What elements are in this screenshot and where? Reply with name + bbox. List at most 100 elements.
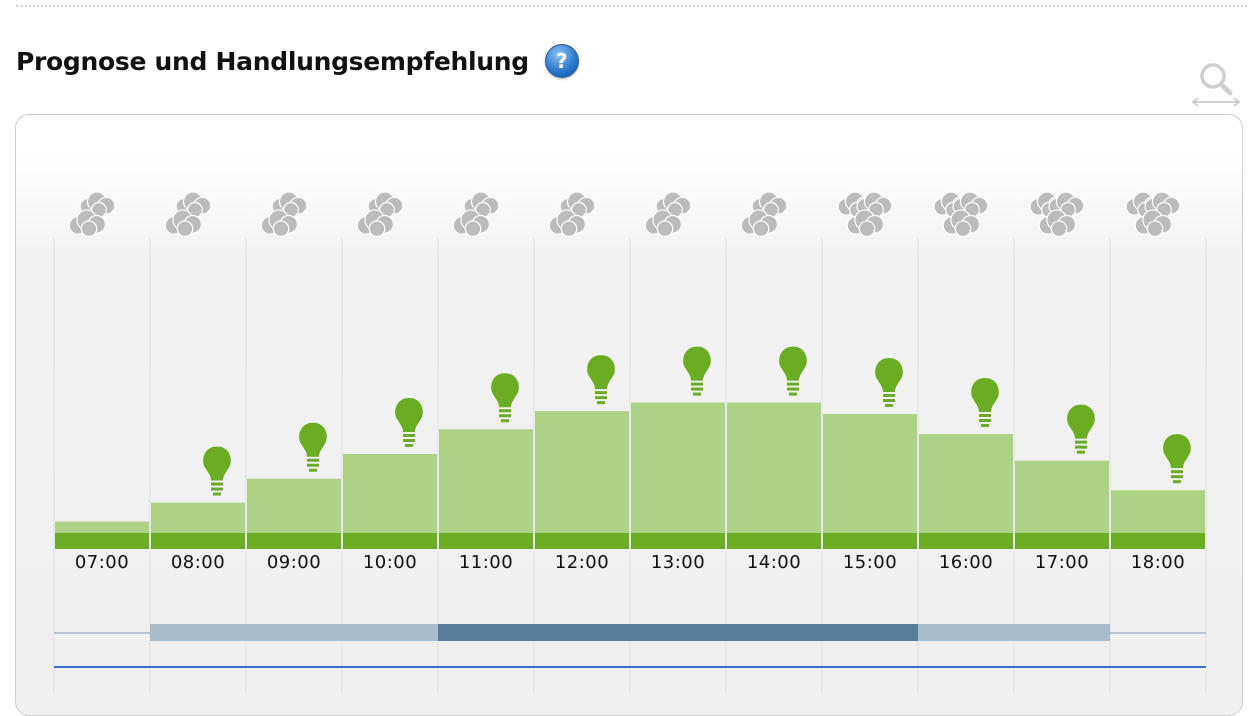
page-title: Prognose und Handlungsempfehlung bbox=[16, 46, 529, 76]
cloud-cover-medium-icon bbox=[164, 191, 212, 237]
bulb-ring bbox=[499, 409, 511, 413]
bulb-glass bbox=[683, 346, 711, 381]
x-tick-label: 11:00 bbox=[458, 552, 514, 573]
bar-09:00 bbox=[247, 478, 341, 533]
bulb-icon bbox=[875, 358, 903, 407]
cloud-cover-medium-icon bbox=[452, 191, 500, 237]
x-tick-label: 16:00 bbox=[938, 552, 994, 573]
bar-base bbox=[919, 533, 1013, 549]
bar-18:00 bbox=[1111, 490, 1205, 533]
cloud-cover-heavy-icon bbox=[933, 191, 989, 237]
bulb-ring bbox=[307, 458, 319, 462]
bulb-icon bbox=[299, 422, 327, 472]
bulb-ring bbox=[595, 396, 607, 400]
bulb-glass bbox=[491, 373, 519, 408]
bulb-icon bbox=[491, 373, 519, 423]
x-tick-label: 10:00 bbox=[362, 552, 418, 573]
bulb-icon bbox=[1067, 404, 1095, 454]
cloud-puff bbox=[656, 220, 674, 237]
bulb-ring bbox=[981, 423, 989, 427]
cloud-puff bbox=[80, 220, 98, 237]
bulb-ring bbox=[211, 482, 223, 486]
bar-base bbox=[343, 533, 437, 549]
bulb-glass bbox=[971, 377, 999, 412]
x-tick-label: 13:00 bbox=[650, 552, 706, 573]
bulb-ring bbox=[403, 438, 415, 442]
cloud-cover-heavy-icon bbox=[837, 191, 893, 237]
bulb-ring bbox=[1075, 445, 1087, 449]
top-divider bbox=[16, 5, 1247, 7]
bar-14:00 bbox=[727, 402, 821, 533]
cloud-cover-medium-icon bbox=[356, 191, 404, 237]
bulb-ring bbox=[787, 387, 799, 391]
bulb-ring bbox=[1171, 470, 1183, 474]
bulb-glass bbox=[587, 355, 615, 390]
cloud-cover-medium-icon bbox=[644, 191, 692, 237]
bulb-glass bbox=[1067, 404, 1095, 439]
cloud-puff bbox=[560, 220, 578, 237]
bar-13:00 bbox=[631, 402, 725, 533]
bulb-ring bbox=[885, 404, 893, 407]
bar-base bbox=[1111, 533, 1205, 549]
bulb-ring bbox=[789, 392, 797, 396]
bar-10:00 bbox=[343, 453, 437, 533]
bulb-ring bbox=[1077, 450, 1085, 454]
x-tick-label: 12:00 bbox=[554, 552, 610, 573]
section-header: Prognose und Handlungsempfehlung ? bbox=[16, 44, 579, 78]
bulb-ring bbox=[595, 391, 607, 395]
bulb-glass bbox=[779, 346, 807, 381]
cloud-puff bbox=[272, 220, 290, 237]
bar-base bbox=[535, 533, 629, 549]
bulb-icon bbox=[1163, 434, 1191, 484]
bulb-ring bbox=[691, 382, 703, 386]
recommendation-band-light bbox=[150, 624, 438, 641]
bar-17:00 bbox=[1015, 460, 1109, 533]
bulb-ring bbox=[309, 468, 317, 472]
recommendation-band-dark bbox=[438, 624, 918, 641]
x-tick-label: 07:00 bbox=[74, 552, 130, 573]
bulb-ring bbox=[979, 418, 991, 422]
cloud-puff bbox=[858, 220, 876, 237]
bulb-ring bbox=[213, 492, 221, 496]
bulb-ring bbox=[693, 392, 701, 396]
bulb-ring bbox=[1173, 480, 1181, 484]
bar-11:00 bbox=[439, 429, 533, 533]
recommendation-band-light bbox=[918, 624, 1110, 641]
x-tick-label: 14:00 bbox=[746, 552, 802, 573]
cloud-cover-medium-icon bbox=[260, 191, 308, 237]
bulb-ring bbox=[403, 433, 415, 437]
bar-base bbox=[55, 533, 149, 549]
cloud-cover-medium-icon bbox=[740, 191, 788, 237]
bar-16:00 bbox=[919, 433, 1013, 533]
question-mark-icon[interactable]: ? bbox=[544, 44, 579, 78]
bulb-ring bbox=[597, 401, 605, 405]
bulb-glass bbox=[203, 446, 231, 481]
bar-base bbox=[151, 533, 245, 549]
bulb-icon bbox=[587, 355, 615, 405]
bar-base bbox=[823, 533, 917, 549]
bulb-glass bbox=[1163, 434, 1191, 469]
bulb-glass bbox=[875, 358, 903, 392]
bulb-ring bbox=[1171, 475, 1183, 479]
bulb-icon bbox=[971, 377, 999, 427]
bar-base bbox=[1015, 533, 1109, 549]
cloud-puff bbox=[464, 220, 482, 237]
bulb-icon bbox=[779, 346, 807, 396]
cloud-puff bbox=[1050, 220, 1068, 237]
bulb-ring bbox=[787, 382, 799, 386]
x-tick-label: 18:00 bbox=[1130, 552, 1186, 573]
x-tick-label: 09:00 bbox=[266, 552, 322, 573]
zoom-horizontal-icon[interactable] bbox=[1190, 58, 1242, 110]
bulb-ring bbox=[499, 414, 511, 418]
cloud-cover-medium-icon bbox=[548, 191, 596, 237]
bar-base bbox=[727, 533, 821, 549]
x-tick-label: 08:00 bbox=[170, 552, 226, 573]
bar-12:00 bbox=[535, 411, 629, 533]
cloud-cover-heavy-icon bbox=[1029, 191, 1085, 237]
bulb-ring bbox=[883, 394, 895, 397]
bar-base bbox=[439, 533, 533, 549]
forecast-chart bbox=[53, 191, 1207, 692]
cloud-puff bbox=[176, 220, 194, 237]
bulb-ring bbox=[501, 419, 509, 423]
cloud-puff bbox=[752, 220, 770, 237]
